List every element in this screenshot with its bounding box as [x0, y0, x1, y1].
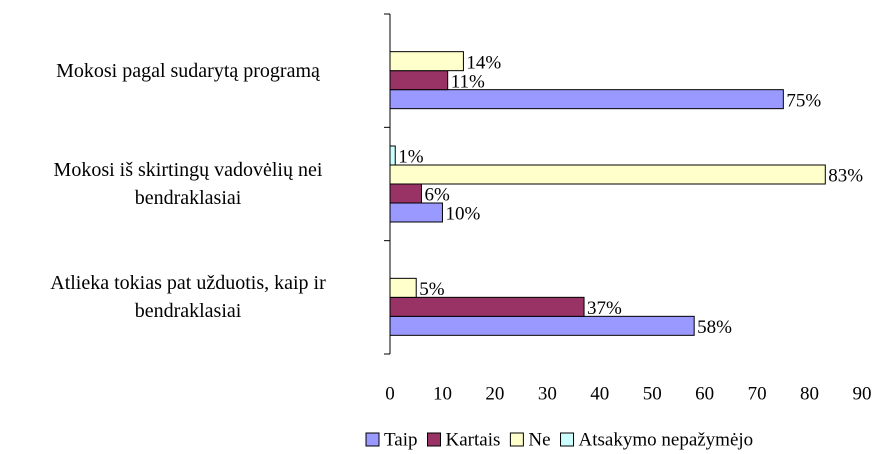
value-label: 37% [587, 298, 622, 319]
legend-swatch [365, 432, 380, 447]
value-label: 6% [424, 185, 450, 206]
x-tick-label: 20 [485, 383, 504, 404]
bar [389, 277, 417, 298]
value-label: 5% [419, 279, 445, 300]
legend-label: Kartais [446, 429, 501, 450]
category-label: Mokosi iš skirtingų vadovėlių nei bendra… [53, 159, 323, 209]
legend-label: Atsakymo nepažymėjo [579, 429, 754, 450]
value-label: 10% [445, 204, 480, 225]
bar [389, 70, 449, 91]
bar [389, 89, 784, 110]
bar [389, 296, 585, 317]
legend-swatch [509, 432, 524, 447]
bar [389, 164, 826, 185]
legend-label: Taip [384, 429, 418, 450]
value-label: 75% [786, 90, 821, 111]
category-label: Mokosi pagal sudarytą programą [56, 59, 320, 82]
x-tick-label: 30 [538, 383, 557, 404]
value-label: 58% [697, 317, 732, 338]
x-tick-label: 40 [590, 383, 609, 404]
value-label: 14% [466, 52, 501, 73]
bar [389, 183, 422, 204]
legend-label: Ne [528, 429, 550, 450]
bar [389, 202, 443, 223]
value-label: 1% [398, 147, 424, 168]
legend-swatch [427, 432, 441, 447]
bar [389, 315, 695, 336]
category-label: Atlieka tokias pat užduotis, kaip ir ben… [50, 272, 326, 323]
x-tick-label: 50 [643, 383, 662, 404]
legend-swatch [560, 432, 575, 447]
x-tick-label: 10 [433, 383, 452, 404]
value-label: 11% [451, 71, 485, 92]
bar [389, 145, 396, 166]
x-tick-label: 0 [385, 383, 395, 404]
x-tick-label: 80 [800, 383, 819, 404]
value-label: 83% [828, 166, 863, 187]
x-tick-label: 60 [695, 383, 714, 404]
x-tick-label: 70 [748, 383, 767, 404]
bar [389, 51, 464, 72]
x-tick-label: 90 [853, 383, 872, 404]
